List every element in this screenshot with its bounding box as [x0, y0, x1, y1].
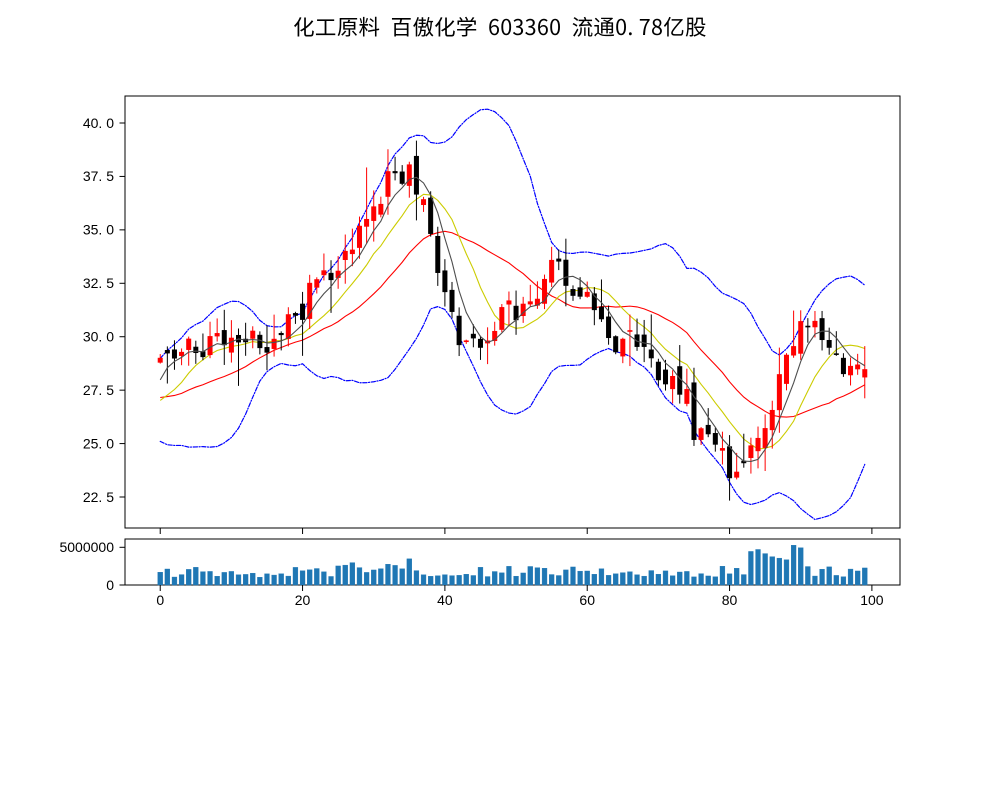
svg-text:40. 0: 40. 0: [83, 115, 114, 131]
svg-text:32. 5: 32. 5: [83, 275, 114, 291]
svg-text:35. 0: 35. 0: [83, 222, 114, 238]
svg-text:30. 0: 30. 0: [83, 329, 114, 345]
svg-text:40: 40: [437, 592, 453, 608]
svg-text:100: 100: [860, 592, 884, 608]
svg-text:20: 20: [295, 592, 311, 608]
svg-text:5000000: 5000000: [59, 539, 114, 555]
svg-text:0: 0: [106, 577, 114, 593]
svg-text:60: 60: [579, 592, 595, 608]
svg-text:22. 5: 22. 5: [83, 489, 114, 505]
svg-text:27. 5: 27. 5: [83, 382, 114, 398]
svg-text:80: 80: [722, 592, 738, 608]
svg-text:25. 0: 25. 0: [83, 435, 114, 451]
svg-text:0: 0: [156, 592, 164, 608]
svg-text:37. 5: 37. 5: [83, 168, 114, 184]
